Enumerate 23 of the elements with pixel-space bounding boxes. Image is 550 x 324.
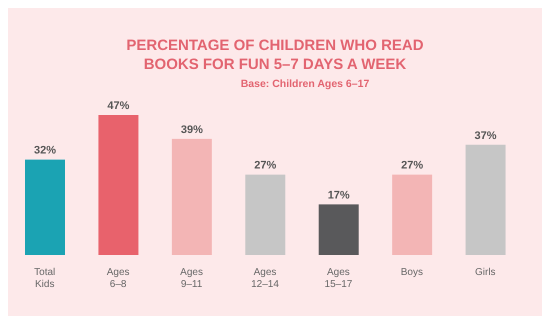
chart-subtitle: Base: Children Ages 6–17 bbox=[240, 78, 370, 90]
bar bbox=[25, 160, 65, 255]
data-label: 17% bbox=[328, 189, 350, 202]
bar bbox=[318, 204, 359, 255]
x-tick-label: Ages 15–17 bbox=[324, 267, 353, 290]
x-tick-label: Boys bbox=[400, 267, 423, 278]
x-tick-label: Ages 9–11 bbox=[180, 267, 203, 290]
data-label: 27% bbox=[254, 160, 277, 172]
x-tick-label: Ages 12–14 bbox=[251, 267, 280, 290]
bar bbox=[245, 174, 286, 255]
bar bbox=[172, 138, 212, 255]
bar bbox=[98, 115, 138, 255]
data-label: 47% bbox=[107, 100, 130, 112]
x-tick-label: Ages 6–8 bbox=[106, 267, 130, 290]
bar bbox=[466, 144, 506, 255]
x-tick-label: Total Kids bbox=[34, 267, 56, 290]
data-label: 39% bbox=[180, 124, 204, 136]
data-label: 37% bbox=[474, 130, 497, 142]
data-label: 32% bbox=[34, 144, 56, 157]
chart-title: PERCENTAGE OF CHILDREN WHO READ BOOKS FOR FUN 5–7 DAYS A WEEK bbox=[125, 36, 425, 74]
bar bbox=[392, 174, 432, 255]
data-label: 27% bbox=[401, 160, 424, 172]
x-tick-label: Girls bbox=[475, 267, 496, 278]
